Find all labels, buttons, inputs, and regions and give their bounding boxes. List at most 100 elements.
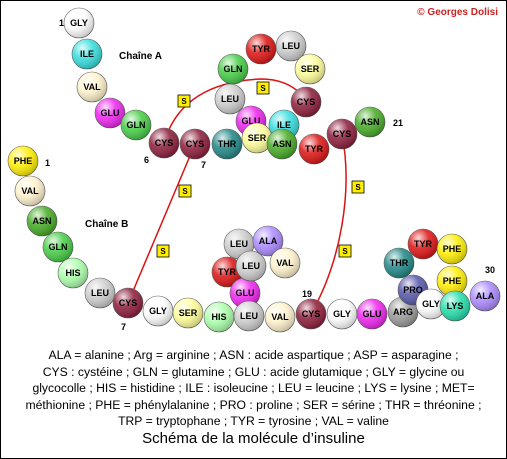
residue-shading	[470, 281, 500, 311]
residue-b1: PHE	[7, 145, 39, 177]
residue-shading	[173, 298, 203, 328]
residue-label: ALA	[476, 291, 495, 301]
residue-b26: TYR	[407, 228, 439, 260]
residue-b20: GLY	[326, 298, 358, 330]
residue-label: CYS	[186, 139, 205, 149]
residue-shading	[234, 301, 264, 331]
residue-label: VAL	[21, 186, 39, 196]
residue-shading	[218, 54, 248, 84]
residue-b14: ALA	[252, 225, 284, 257]
residue-label: ASN	[32, 216, 51, 226]
residue-label: GLN	[127, 120, 146, 130]
chain-b-cys7-number: 7	[121, 322, 126, 332]
residue-b8: GLY	[142, 295, 174, 327]
residue-shading	[27, 206, 57, 236]
residue-b18: VAL	[269, 247, 301, 279]
residue-shading	[327, 299, 357, 329]
residue-label: CYS	[155, 138, 174, 148]
residue-shading	[291, 87, 321, 117]
chain-a-cys7-number: 7	[201, 160, 206, 170]
residue-b4: GLN	[42, 231, 74, 263]
residue-shading	[437, 266, 467, 296]
residue-a7: CYS	[179, 128, 211, 160]
sulfur-label: S	[260, 84, 266, 93]
residue-b23: GLY	[415, 288, 447, 320]
residue-shading	[276, 31, 306, 61]
residue-b6: LEU	[84, 277, 116, 309]
sulfur-box: S	[338, 244, 352, 258]
residue-shading	[43, 232, 73, 262]
residue-shading	[180, 129, 210, 159]
residue-a19: TYR	[298, 133, 330, 165]
residue-a13: LEU	[275, 30, 307, 62]
residue-b19: CYS	[295, 298, 327, 330]
residue-a2: ILE	[71, 38, 103, 70]
residue-label: TYR	[252, 44, 271, 54]
residue-label: PRO	[403, 285, 423, 295]
residue-b27: THR	[383, 247, 415, 279]
residue-label: VAL	[83, 82, 101, 92]
residue-b29: LYS	[439, 290, 471, 322]
residue-b30: ALA	[469, 280, 501, 312]
sulfur-label: S	[182, 187, 188, 196]
residue-shading	[236, 251, 266, 281]
residue-label: GLY	[149, 306, 167, 316]
residue-a20: CYS	[326, 118, 358, 150]
sulfur-box: S	[256, 81, 270, 95]
residue-shading	[253, 226, 283, 256]
chain-a-label: Chaîne A	[119, 51, 162, 62]
residue-label: TYR	[414, 239, 433, 249]
residue-a11: CYS	[290, 86, 322, 118]
residue-label: ILE	[80, 49, 94, 59]
figure-caption: Schéma de la molécule d’insuline	[142, 430, 365, 447]
chain-b-start-number: 1	[45, 158, 50, 168]
residue-label: ALA	[259, 236, 278, 246]
residue-label: SER	[179, 308, 198, 318]
residue-shading	[72, 39, 102, 69]
legend-line: TRP = tryptophane ; TYR = tyrosine ; VAL…	[118, 414, 389, 428]
sulfur-box: S	[351, 180, 365, 194]
sulfur-box-bg	[178, 184, 192, 198]
sulfur-box: S	[156, 244, 170, 258]
residue-label: LEU	[221, 94, 239, 104]
sulfur-box-bg	[351, 180, 365, 194]
residue-a12: SER	[294, 53, 326, 85]
sulfur-box: S	[178, 184, 192, 198]
residue-a14: TYR	[245, 33, 277, 65]
chain-b-end-number: 30	[485, 265, 495, 275]
residue-label: HIS	[65, 268, 80, 278]
legend-line: glycocolle ; HIS = histidine ; ILE : iso…	[32, 381, 475, 395]
residue-label: ILE	[277, 120, 291, 130]
residue-label: GLY	[70, 18, 88, 28]
residue-label: ASN	[360, 117, 379, 127]
legend-line: CYS : cystéine ; GLN = glutamine ; GLU :…	[42, 364, 465, 379]
residue-shading	[270, 248, 300, 278]
sulfur-box-bg	[256, 81, 270, 95]
residue-label: LEU	[230, 239, 248, 249]
residue-shading	[113, 288, 143, 318]
sulfur-box-bg	[338, 244, 352, 258]
residue-label: PHE	[443, 244, 462, 254]
residue-shading	[357, 299, 387, 329]
residue-shading	[296, 299, 326, 329]
residue-shading	[327, 119, 357, 149]
sulfur-label: S	[355, 183, 361, 192]
residue-label: TYR	[218, 267, 237, 277]
residue-b11: LEU	[233, 300, 265, 332]
insulin-diagram: GLY ILE VAL GLU GLN CYS CYS THR LEU SER TYR GLN CYS L…	[7, 7, 501, 333]
residue-b12: VAL	[264, 301, 296, 333]
residue-shading	[295, 54, 325, 84]
residue-b16: TYR	[211, 256, 243, 288]
sulfur-box-bg	[156, 244, 170, 258]
residue-label: CYS	[119, 298, 138, 308]
residue-label: ARG	[393, 307, 413, 317]
residue-label: LYS	[447, 301, 464, 311]
chain-b-label: Chaîne B	[85, 219, 128, 230]
residue-a8: THR	[211, 128, 243, 160]
residue-a15: GLN	[217, 53, 249, 85]
residue-label: ASN	[272, 139, 291, 149]
residue-shading	[85, 278, 115, 308]
disulfide-bridges	[127, 78, 347, 315]
residue-label: TYR	[305, 144, 324, 154]
